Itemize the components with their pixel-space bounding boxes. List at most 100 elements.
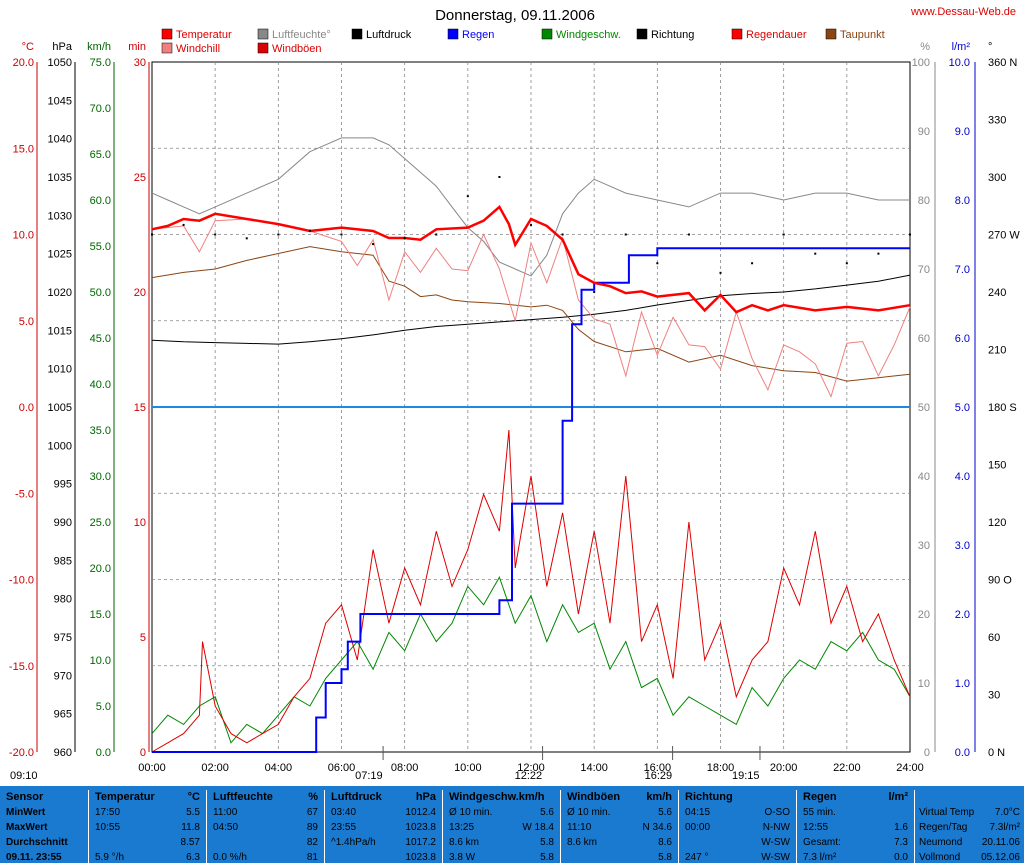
stats-header-label: Sensor — [6, 791, 44, 803]
stats-cell-label: Durchschnitt — [6, 837, 68, 848]
stats-header-label: Windgeschw.km/h — [449, 791, 545, 803]
stats-cell-label: Neumond — [919, 837, 963, 848]
stats-column-header — [915, 790, 1024, 805]
stats-cell-value: 7.0°C — [994, 807, 1020, 818]
stats-row: 04:50 89 — [207, 820, 324, 835]
chart-title: Donnerstag, 09.11.2006 — [435, 7, 595, 24]
series-line-luftfeuchte — [151, 137, 910, 277]
axis-min-tick: 20 — [134, 287, 146, 299]
stats-cell-value: 7.3l/m² — [989, 822, 1020, 833]
axis-percent-tick: 40 — [918, 471, 930, 483]
axis-percent-tick: 60 — [918, 333, 930, 345]
sun-marker-sunrise: 07:19 — [355, 770, 383, 782]
direction-point — [182, 223, 185, 226]
stats-cell-label: 23:55 — [331, 822, 357, 833]
x-tick-label: 04:00 — [265, 762, 293, 774]
axis-kmh-unit: km/h — [87, 41, 111, 53]
axis-hpa-unit: hPa — [52, 41, 72, 53]
direction-point — [498, 176, 501, 178]
x-tick-label: 12:00 — [517, 762, 545, 774]
series-line-windchill — [151, 218, 911, 398]
axis-hpa-tick: 975 — [54, 632, 72, 644]
legend-swatch — [351, 28, 363, 40]
axis-celsius-tick: -15.0 — [9, 661, 34, 673]
stats-header-unit: °C — [187, 791, 200, 803]
stats-cell-value: 0.0 — [894, 852, 908, 863]
stats-cell-value: W-SW — [761, 852, 790, 863]
stats-cell-label: 00:00 — [685, 822, 711, 833]
axis-kmh-tick: 35.0 — [90, 425, 111, 437]
stats-column: Regen l/m² 55 min. 12:55 1.6 Gesamt: 7.3 7.3 l/… — [796, 790, 914, 863]
stats-cell-label: 8.6 km — [449, 837, 480, 848]
axis-min-tick: 30 — [134, 57, 146, 69]
axis-degree-tick: 30 — [988, 690, 1000, 702]
stats-row: 7.3 l/m² 0.0 — [797, 850, 914, 863]
direction-point — [719, 271, 722, 274]
stats-cell-value: N 34.6 — [642, 822, 672, 833]
x-tick-label: 24:00 — [896, 762, 924, 774]
axis-lm2-tick: 0.0 — [955, 747, 970, 759]
stats-cell-label: 12:55 — [803, 822, 829, 833]
stats-cell-label: 13:25 — [449, 822, 475, 833]
axis-celsius-unit: °C — [22, 41, 34, 53]
stats-header-label: Regen — [803, 791, 837, 803]
axis-min-tick: 5 — [140, 632, 146, 644]
direction-point — [308, 229, 311, 232]
axis-percent-tick: 10 — [918, 678, 930, 690]
direction-point — [814, 252, 817, 255]
legend-swatch — [447, 28, 459, 40]
axis-degree-tick: 150 — [988, 460, 1006, 472]
series-line-luftdruck — [151, 274, 911, 345]
stats-row: ^1.4hPa/h 1017.2 — [325, 835, 442, 850]
axis-celsius-tick: 5.0 — [19, 316, 34, 328]
direction-point — [877, 252, 880, 255]
stats-row: Durchschnitt — [0, 835, 87, 850]
stats-column: Luftdruck hPa 03:40 1012.4 23:55 1023.8 ^1.4hP… — [324, 790, 442, 863]
axis-hpa-tick: 990 — [54, 517, 72, 529]
stats-column-header: Windböen km/h — [561, 790, 678, 805]
axis-celsius-tick: 10.0 — [13, 230, 34, 242]
stats-cell-value: 20.11.06 — [981, 837, 1020, 848]
axis-percent-tick: 50 — [918, 402, 930, 414]
direction-point — [277, 233, 280, 236]
legend-label: Richtung — [651, 29, 694, 41]
stats-cell-value: 5.8 — [658, 852, 672, 863]
stats-cell-value: 5.6 — [540, 807, 554, 818]
stats-cell-label: MaxWert — [6, 822, 48, 833]
axis-degree-tick: 330 — [988, 115, 1006, 127]
stats-cell-value: 8.57 — [180, 837, 200, 848]
stats-row: 5.8 — [561, 850, 678, 863]
axis-lm2-tick: 1.0 — [955, 678, 970, 690]
stats-column-header: Sensor — [0, 790, 87, 805]
axis-lm2-tick: 10.0 — [949, 57, 970, 69]
stats-cell-value: 1.6 — [894, 822, 908, 833]
legend-swatch — [257, 42, 269, 54]
stats-row: Regen/Tag 7.3l/m² — [915, 820, 1024, 835]
direction-point — [593, 291, 596, 293]
axis-hpa-tick: 1005 — [48, 402, 72, 414]
legend-label: Luftfeuchte° — [272, 29, 331, 41]
stats-cell-value: W 18.4 — [522, 822, 554, 833]
stats-cell-value: W-SW — [761, 837, 790, 848]
axis-degree-tick: 270 W — [988, 230, 1020, 242]
stats-header-label: Windböen — [567, 791, 621, 803]
axis-kmh-tick: 20.0 — [90, 563, 111, 575]
stats-row: 247 ° W-SW — [679, 850, 796, 863]
legend-label: Regen — [462, 29, 494, 41]
axis-kmh-tick: 40.0 — [90, 379, 111, 391]
axis-hpa-tick: 1010 — [48, 364, 72, 376]
stats-cell-value: 11.8 — [181, 822, 200, 833]
x-tick-label: 16:00 — [644, 762, 672, 774]
axis-lm2-tick: 3.0 — [955, 540, 970, 552]
direction-point — [782, 233, 785, 236]
stats-row: 1023.8 — [325, 850, 442, 863]
axis-hpa-tick: 1020 — [48, 287, 72, 299]
stats-header-unit: % — [308, 791, 318, 803]
axis-kmh-tick: 75.0 — [90, 57, 111, 69]
stats-cell-label: 8.6 km — [567, 837, 598, 848]
stats-row: Vollmond 05.12.06 — [915, 850, 1024, 863]
stats-cell-label: 247 ° — [685, 852, 709, 863]
stats-row: Neumond 20.11.06 — [915, 835, 1024, 850]
axis-lm2-tick: 8.0 — [955, 195, 970, 207]
legend-swatch — [161, 42, 173, 54]
